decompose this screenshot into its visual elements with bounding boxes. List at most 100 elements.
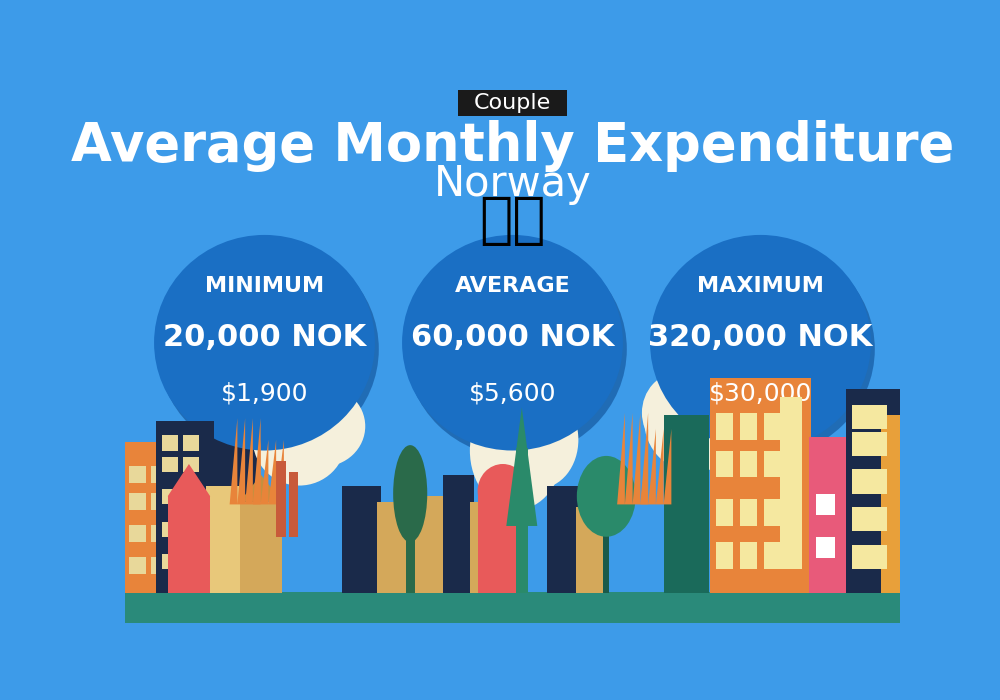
Ellipse shape bbox=[478, 464, 528, 518]
Bar bbox=[276, 461, 286, 537]
Bar bbox=[162, 554, 178, 569]
Bar bbox=[240, 502, 282, 594]
Bar bbox=[162, 522, 178, 537]
Text: MAXIMUM: MAXIMUM bbox=[697, 276, 824, 296]
Bar bbox=[852, 432, 887, 456]
Bar bbox=[151, 493, 168, 510]
Bar bbox=[576, 507, 606, 594]
Bar bbox=[289, 472, 298, 537]
Bar bbox=[162, 489, 178, 505]
Bar bbox=[740, 451, 757, 477]
Bar bbox=[129, 493, 146, 510]
Bar bbox=[129, 525, 146, 542]
Text: 🇳🇴: 🇳🇴 bbox=[479, 195, 546, 248]
Bar bbox=[716, 413, 733, 440]
Bar bbox=[846, 389, 900, 594]
Ellipse shape bbox=[253, 394, 346, 486]
Polygon shape bbox=[230, 418, 261, 505]
Bar bbox=[183, 457, 199, 472]
Text: MINIMUM: MINIMUM bbox=[205, 276, 324, 296]
Bar bbox=[129, 466, 146, 483]
Ellipse shape bbox=[393, 445, 427, 542]
Polygon shape bbox=[640, 429, 671, 505]
Bar bbox=[412, 496, 447, 594]
Bar bbox=[603, 491, 609, 594]
Polygon shape bbox=[506, 407, 537, 526]
Bar bbox=[151, 466, 168, 483]
Polygon shape bbox=[168, 464, 210, 496]
Text: $30,000: $30,000 bbox=[709, 382, 812, 406]
Ellipse shape bbox=[158, 241, 379, 457]
Ellipse shape bbox=[654, 241, 875, 457]
Text: 60,000 NOK: 60,000 NOK bbox=[411, 323, 614, 352]
Text: Couple: Couple bbox=[474, 93, 551, 113]
Ellipse shape bbox=[501, 391, 578, 489]
Bar bbox=[740, 499, 757, 526]
Bar bbox=[206, 486, 245, 594]
Text: Average Monthly Expenditure: Average Monthly Expenditure bbox=[71, 120, 954, 172]
Bar bbox=[156, 421, 214, 594]
Bar bbox=[664, 416, 709, 594]
Text: 20,000 NOK: 20,000 NOK bbox=[163, 323, 366, 352]
Text: 320,000 NOK: 320,000 NOK bbox=[648, 323, 873, 352]
Bar bbox=[214, 418, 257, 526]
Ellipse shape bbox=[280, 386, 365, 467]
Text: Norway: Norway bbox=[434, 162, 591, 204]
Bar bbox=[478, 491, 528, 594]
Polygon shape bbox=[617, 413, 648, 505]
Bar bbox=[183, 522, 199, 537]
Bar bbox=[516, 448, 528, 594]
Bar bbox=[852, 470, 887, 494]
Bar bbox=[716, 542, 733, 569]
Ellipse shape bbox=[402, 235, 623, 451]
Text: AVERAGE: AVERAGE bbox=[455, 276, 570, 296]
Bar bbox=[716, 451, 733, 477]
Ellipse shape bbox=[470, 391, 563, 510]
Ellipse shape bbox=[650, 235, 871, 451]
Bar bbox=[881, 416, 900, 594]
Bar bbox=[809, 437, 849, 594]
Bar bbox=[740, 413, 757, 440]
Bar bbox=[162, 457, 178, 472]
Bar bbox=[151, 557, 168, 575]
Ellipse shape bbox=[644, 370, 745, 472]
Bar bbox=[816, 537, 835, 559]
Bar bbox=[764, 499, 781, 526]
Bar bbox=[151, 525, 168, 542]
Bar bbox=[852, 507, 887, 531]
Bar bbox=[129, 557, 146, 575]
Bar bbox=[125, 442, 175, 594]
Bar bbox=[443, 475, 474, 594]
Bar bbox=[342, 486, 381, 594]
Bar bbox=[764, 451, 781, 477]
Bar bbox=[183, 489, 199, 505]
Bar bbox=[162, 435, 178, 451]
Bar bbox=[780, 397, 802, 569]
Bar bbox=[183, 435, 199, 451]
Bar bbox=[377, 502, 416, 594]
Bar bbox=[852, 545, 887, 569]
Bar bbox=[710, 378, 811, 594]
Bar bbox=[168, 496, 210, 594]
Ellipse shape bbox=[406, 241, 627, 457]
Bar bbox=[547, 486, 578, 594]
Bar bbox=[852, 405, 887, 429]
Polygon shape bbox=[240, 475, 282, 502]
Bar bbox=[470, 502, 509, 594]
Bar bbox=[125, 592, 900, 623]
Ellipse shape bbox=[673, 364, 763, 456]
Bar bbox=[816, 494, 835, 515]
Text: $5,600: $5,600 bbox=[469, 382, 556, 406]
Ellipse shape bbox=[642, 372, 716, 453]
Bar bbox=[406, 458, 415, 594]
Ellipse shape bbox=[249, 397, 319, 467]
Bar bbox=[764, 542, 781, 569]
Bar bbox=[740, 542, 757, 569]
Text: $1,900: $1,900 bbox=[221, 382, 308, 406]
Bar bbox=[716, 499, 733, 526]
Bar bbox=[183, 554, 199, 569]
Bar bbox=[764, 413, 781, 440]
FancyBboxPatch shape bbox=[458, 90, 567, 116]
Polygon shape bbox=[253, 440, 284, 505]
Ellipse shape bbox=[577, 456, 636, 537]
